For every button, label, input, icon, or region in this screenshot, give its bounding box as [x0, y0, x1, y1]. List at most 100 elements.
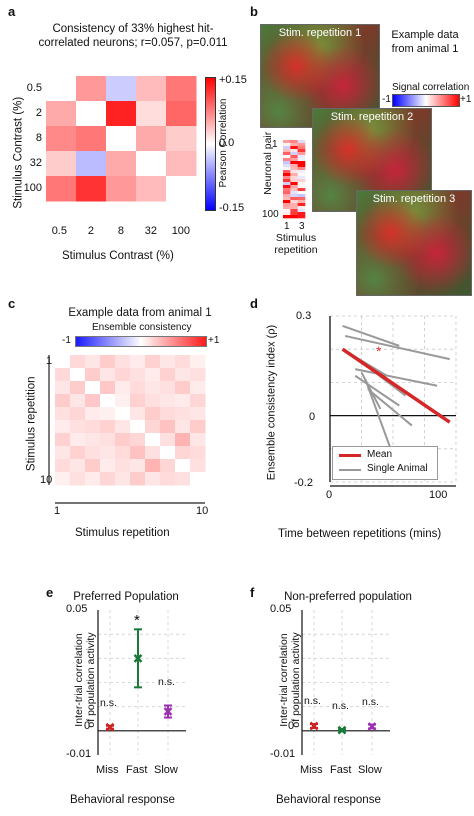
- heatmap-c-cell: [145, 420, 161, 434]
- panel-f-ytick--0.01: -0.01: [270, 748, 296, 760]
- heatmap-c-cell: [100, 381, 116, 395]
- heatmap-c-cell: [85, 355, 101, 369]
- heatmap-c-cell: [115, 407, 131, 421]
- pair-strip-cell: [290, 161, 298, 165]
- panel-b-pair-tick-1: 1: [272, 139, 278, 150]
- panel-a-xtick: 32: [144, 225, 158, 237]
- panel-a-xtick: 0.5: [51, 225, 67, 237]
- panel-a-cbar-mid: 0.0: [219, 137, 235, 149]
- pair-strip-cell: [297, 197, 306, 201]
- heatmap-a-cell: [166, 126, 197, 152]
- heatmap-a-cell: [166, 176, 197, 202]
- pair-strip-cell: [290, 164, 298, 168]
- heatmap-a-cell: [106, 76, 137, 102]
- panel-c-cbar-max: +1: [208, 335, 220, 346]
- panel-e-point: [105, 722, 115, 732]
- heatmap-c-cell: [175, 381, 191, 395]
- heatmap-c-cell: [190, 407, 206, 421]
- pair-strip-cell: [297, 173, 306, 177]
- panel-f-title: Non-preferred population: [284, 591, 412, 603]
- heatmap-a-cell: [76, 101, 107, 127]
- pair-strip-cell: [290, 194, 298, 198]
- heatmap-c-cell: [145, 394, 161, 408]
- panel-b-signal-max: +1: [460, 94, 472, 105]
- panel-a-title: Consistency of 33% highest hit- correlat…: [28, 22, 238, 50]
- heatmap-c-cell: [175, 420, 191, 434]
- pair-strip-cell: [290, 209, 298, 213]
- panel-e-label: e: [46, 585, 54, 600]
- pair-strip-cell: [283, 206, 291, 210]
- pair-strip-cell: [283, 209, 291, 213]
- heatmap-c-cell: [55, 355, 71, 369]
- single-animal-line: [354, 374, 400, 407]
- heatmap-c-cell: [130, 368, 146, 382]
- heatmap-c-cell: [85, 420, 101, 434]
- panel-f-ytick-0: 0: [288, 720, 295, 732]
- panel-a-xtick: 2: [87, 225, 95, 237]
- heatmap-a-cell: [106, 176, 137, 202]
- pair-strip-cell: [283, 215, 291, 219]
- heatmap-c-cell: [115, 381, 131, 395]
- panel-b-rep-tick-1: 1: [284, 221, 290, 232]
- panel-a-xtick: 8: [117, 225, 125, 237]
- pair-strip-cell: [297, 152, 306, 156]
- micro-image-3-label: Stim. repetition 3: [372, 193, 456, 205]
- legend-single-swatch: [339, 469, 361, 471]
- panel-d-label: d: [250, 296, 258, 311]
- pair-strip-cell: [290, 140, 298, 144]
- pair-strip-cell: [297, 167, 306, 171]
- panel-e-ytick-0: 0: [84, 720, 91, 732]
- heatmap-c-cell: [100, 472, 116, 486]
- pair-strip-cell: [290, 176, 298, 180]
- heatmap-a-cell: [166, 101, 197, 127]
- heatmap-c-cell: [190, 420, 206, 434]
- heatmap-a-cell: [106, 126, 137, 152]
- heatmap-c-cell: [115, 355, 131, 369]
- pair-strip-cell: [290, 155, 298, 159]
- panel-b-rep-tick-3: 3: [299, 221, 305, 232]
- heatmap-c-cell: [70, 368, 86, 382]
- panel-a-ytick: 2: [35, 106, 42, 119]
- panel-c-title: Example data from animal 1: [68, 307, 212, 319]
- pair-strip-cell: [290, 152, 298, 156]
- heatmap-c-cell: [85, 368, 101, 382]
- heatmap-c-cell: [130, 446, 146, 460]
- heatmap-c-cell: [70, 407, 86, 421]
- panel-a-title-line1: Consistency of 33% highest hit-: [52, 23, 214, 35]
- heatmap-c-cell: [55, 394, 71, 408]
- heatmap-c-cell: [55, 472, 71, 486]
- panel-c-heatmap: [48, 355, 206, 504]
- panel-d-legend: Mean Single Animal: [332, 446, 438, 480]
- pair-strip-cell: [297, 185, 306, 189]
- heatmap-c-cell: [70, 394, 86, 408]
- pair-strip-cell: [297, 206, 306, 210]
- heatmap-a-cell: [76, 176, 107, 202]
- pair-strip-cell: [283, 188, 291, 192]
- pair-strip-cell: [283, 167, 291, 171]
- pair-strip-cell: [290, 143, 298, 147]
- heatmap-c-cell: [55, 446, 71, 460]
- panel-d-star: *: [376, 343, 382, 359]
- heatmap-c-cell: [70, 433, 86, 447]
- pair-strip-cell: [283, 194, 291, 198]
- heatmap-a-cell: [136, 176, 167, 202]
- heatmap-a-cell: [106, 151, 137, 177]
- heatmap-c-cell: [145, 433, 161, 447]
- heatmap-c-cell: [55, 459, 71, 473]
- pair-strip-cell: [283, 203, 291, 207]
- mean-line: [341, 347, 451, 424]
- heatmap-c-cell: [145, 459, 161, 473]
- pair-strip-cell: [283, 179, 291, 183]
- panel-f-ytick-0.05: 0.05: [270, 603, 292, 615]
- heatmap-c-cell: [145, 446, 161, 460]
- pair-strip-cell: [283, 173, 291, 177]
- panel-e-xtick-slow: Slow: [154, 764, 178, 776]
- pair-strip-cell: [283, 155, 291, 159]
- panel-d-xtick-0: 0: [326, 489, 333, 501]
- heatmap-c-cell: [100, 459, 116, 473]
- panel-d-xlabel: Time between repetitions (mins): [278, 528, 442, 540]
- panel-f-annotation: n.s.: [304, 695, 321, 708]
- pair-strip-cell: [290, 200, 298, 204]
- pair-strip-cell: [283, 158, 291, 162]
- panel-f-annotation: n.s.: [362, 695, 379, 708]
